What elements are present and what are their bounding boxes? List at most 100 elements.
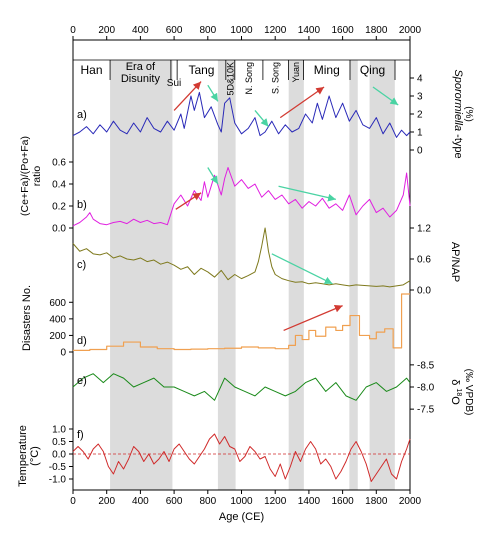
dynasty-label: N. Song bbox=[244, 62, 254, 95]
x-tick-label-bottom: 2000 bbox=[399, 496, 422, 507]
trend-arrow bbox=[207, 84, 219, 102]
series-line-c bbox=[72, 227, 411, 288]
x-tick-label-top: 1800 bbox=[365, 25, 388, 36]
series-line-f bbox=[72, 433, 411, 482]
series-line-b bbox=[72, 167, 411, 227]
dynasty-label: 5D&10K bbox=[225, 62, 235, 96]
dynasty-label: Qing bbox=[360, 63, 385, 77]
x-tick-label-top: 400 bbox=[132, 25, 149, 36]
y-tick-label: 0.0 bbox=[52, 224, 66, 235]
y-tick-label: 0.4 bbox=[52, 180, 66, 191]
y-tick-label: 0.5 bbox=[52, 437, 66, 448]
trend-arrow bbox=[254, 109, 269, 128]
y-label-a: Sporormiella -type bbox=[452, 69, 464, 158]
trend-arrow bbox=[271, 253, 333, 285]
dynasty-label: Era of Disunity bbox=[121, 61, 161, 85]
trend-arrows bbox=[173, 81, 399, 332]
x-tick-label-bottom: 600 bbox=[166, 496, 183, 507]
gray-band bbox=[349, 60, 358, 490]
x-tick-label-top: 2000 bbox=[399, 25, 422, 36]
panel-c: 0.0 0.6 1.2 c) bbox=[72, 224, 431, 297]
x-tick-label-top: 800 bbox=[199, 25, 216, 36]
y-tick-label: -7.5 bbox=[417, 405, 435, 416]
trend-arrow bbox=[207, 167, 219, 185]
gray-band bbox=[288, 60, 304, 490]
series-line-a bbox=[72, 91, 411, 138]
x-tick-label-bottom: 800 bbox=[199, 496, 216, 507]
panel-letter: b) bbox=[77, 199, 87, 211]
dynasty-label: S. Song bbox=[271, 62, 281, 94]
trend-arrow bbox=[279, 86, 325, 119]
trend-arrow bbox=[372, 86, 399, 106]
panel-f: -1.0 -0.50.0 0.51.0 f) bbox=[49, 424, 411, 486]
trend-arrow bbox=[173, 81, 202, 111]
y-label-b: (Ce+Fa)/(Po+Fa)ratio bbox=[19, 136, 43, 216]
x-axis-label: Age (CE) bbox=[219, 511, 264, 523]
gray-band bbox=[110, 60, 173, 490]
y-tick-label: 0.0 bbox=[52, 450, 66, 461]
x-tick-label-bottom: 0 bbox=[70, 496, 76, 507]
panel-letter: d) bbox=[77, 335, 87, 347]
panel-letter: a) bbox=[77, 109, 87, 121]
x-tick-label-bottom: 1000 bbox=[230, 496, 253, 507]
y-tick-label: 2 bbox=[417, 110, 423, 121]
panel-d: 0 200 400 600 d) bbox=[49, 293, 410, 359]
y-label-d: Disasters No. bbox=[21, 285, 33, 351]
dynasty-label: Ming bbox=[314, 63, 340, 77]
panel-letter: e) bbox=[77, 375, 87, 387]
y-label-e: δ 18O bbox=[449, 379, 462, 405]
trend-arrow bbox=[283, 305, 343, 332]
y-tick-label: 0 bbox=[417, 146, 423, 157]
x-tick-label-bottom: 1600 bbox=[331, 496, 354, 507]
x-tick-label-top: 1600 bbox=[331, 25, 354, 36]
y-tick-label: 0.2 bbox=[52, 202, 66, 213]
dynasty-labels: Han Era of Disunity Sui Tang 5D&10K N. Song S. … bbox=[81, 60, 396, 96]
panel-e: -8.5 -8.0 -7.5 e) bbox=[72, 356, 435, 418]
trend-arrow bbox=[278, 185, 337, 202]
y-tick-label: 600 bbox=[49, 298, 66, 309]
x-tick-label-top: 200 bbox=[98, 25, 115, 36]
y-tick-label: 3 bbox=[417, 92, 423, 103]
x-tick-label-bottom: 1200 bbox=[264, 496, 287, 507]
x-axis: 0020020040040060060080080010001000120012… bbox=[70, 25, 421, 523]
y-tick-label: 1.2 bbox=[417, 224, 431, 235]
dynasty-label: Tang bbox=[188, 63, 214, 77]
y-tick-label: 400 bbox=[49, 314, 66, 325]
y-tick-label: -0.5 bbox=[49, 462, 67, 473]
x-tick-label-bottom: 1800 bbox=[365, 496, 388, 507]
x-tick-label-top: 1200 bbox=[264, 25, 287, 36]
y-tick-label: -1.0 bbox=[49, 475, 67, 486]
y-tick-label: 200 bbox=[49, 331, 66, 342]
x-tick-label-top: 0 bbox=[70, 25, 76, 36]
x-tick-label-top: 1400 bbox=[298, 25, 321, 36]
gray-band bbox=[369, 60, 395, 490]
dynasty-label: Han bbox=[81, 63, 103, 77]
panel-letter: c) bbox=[77, 259, 86, 271]
y-tick-label: -8.0 bbox=[417, 383, 435, 394]
y-tick-label: 0.0 bbox=[417, 286, 431, 297]
panel-b: 0.0 0.2 0.4 0.6 b) bbox=[52, 158, 411, 235]
x-tick-label-bottom: 1400 bbox=[298, 496, 321, 507]
dynasty-label: Sui bbox=[167, 78, 181, 89]
panel-a: 0 1 2 3 4 a) bbox=[72, 74, 423, 157]
y-tick-label: 0.6 bbox=[417, 255, 431, 266]
y-tick-label: 4 bbox=[417, 74, 423, 85]
x-tick-label-top: 1000 bbox=[230, 25, 253, 36]
series-line-d bbox=[73, 293, 410, 351]
gray-band bbox=[217, 60, 236, 490]
panel-letter: f) bbox=[77, 429, 84, 441]
trend-arrow bbox=[175, 192, 202, 210]
x-tick-label-top: 600 bbox=[166, 25, 183, 36]
gray-bands bbox=[110, 60, 395, 490]
y-tick-label: -8.5 bbox=[417, 360, 435, 371]
y-tick-label: 1 bbox=[417, 128, 423, 139]
y-tick-label: 1.0 bbox=[52, 425, 66, 436]
y-label-f: Temperature(°C) bbox=[17, 425, 41, 487]
y-label-e-unit: (‰ VPDB) bbox=[463, 369, 474, 416]
y-tick-label: 0 bbox=[60, 348, 66, 359]
series-line-e bbox=[72, 373, 411, 401]
y-label-a-unit: (%) bbox=[463, 106, 474, 122]
y-label-c: AP/NAP bbox=[449, 242, 461, 282]
